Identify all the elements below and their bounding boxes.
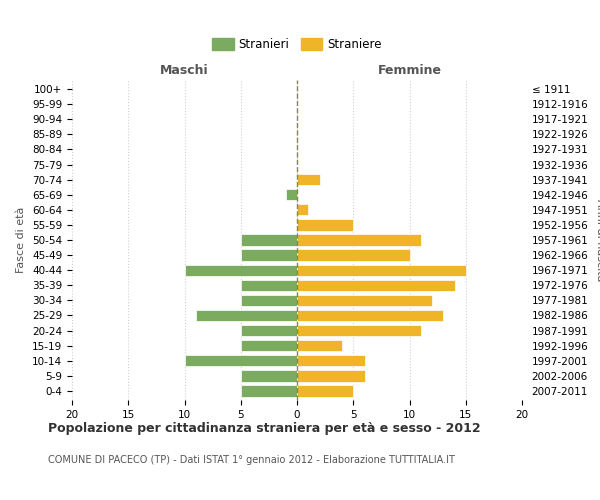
Bar [297,340,342,351]
Bar [297,174,320,186]
Bar [297,386,353,396]
Y-axis label: Fasce di età: Fasce di età [16,207,26,273]
Text: COMUNE DI PACECO (TP) - Dati ISTAT 1° gennaio 2012 - Elaborazione TUTTITALIA.IT: COMUNE DI PACECO (TP) - Dati ISTAT 1° ge… [48,455,455,465]
Text: Femmine: Femmine [377,64,442,77]
Bar [241,250,297,261]
Bar [185,355,297,366]
Bar [297,264,466,276]
Bar [297,325,421,336]
Bar [241,386,297,396]
Bar [297,250,409,261]
Bar [297,280,455,291]
Bar [297,355,365,366]
Legend: Stranieri, Straniere: Stranieri, Straniere [212,38,382,51]
Bar [196,310,297,321]
Bar [297,234,421,246]
Y-axis label: Anni di nascita: Anni di nascita [595,198,600,281]
Bar [241,340,297,351]
Bar [297,219,353,230]
Bar [297,204,308,216]
Bar [297,310,443,321]
Bar [241,234,297,246]
Bar [241,370,297,382]
Bar [297,294,432,306]
Bar [241,280,297,291]
Bar [241,294,297,306]
Bar [297,370,365,382]
Text: Maschi: Maschi [160,64,209,77]
Bar [286,189,297,200]
Bar [185,264,297,276]
Text: Popolazione per cittadinanza straniera per età e sesso - 2012: Popolazione per cittadinanza straniera p… [48,422,481,435]
Bar [241,325,297,336]
